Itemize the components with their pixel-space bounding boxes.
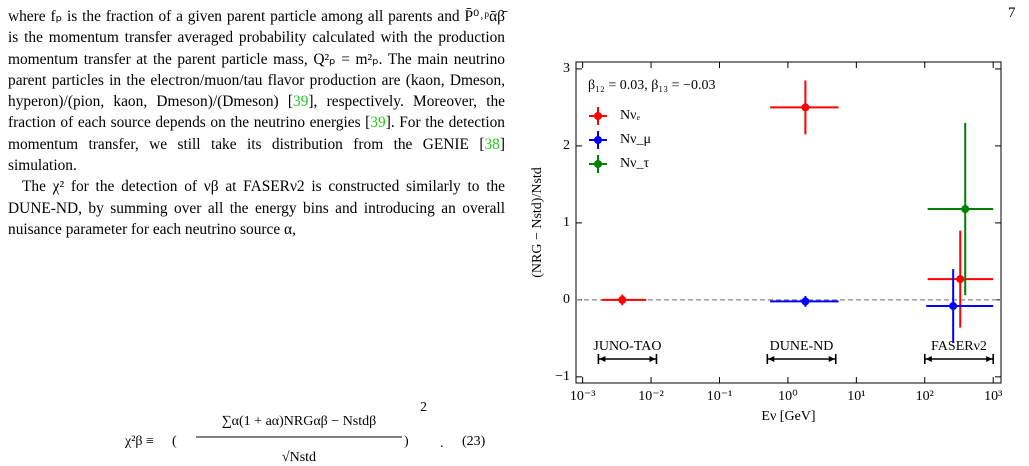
- legend-marker: [594, 112, 602, 120]
- y-tick-label: −1: [555, 369, 570, 384]
- paren: (: [172, 434, 177, 449]
- x-tick-label: 10⁻¹: [707, 389, 733, 404]
- x-tick-label: 10¹: [847, 389, 865, 404]
- annotation: β₁₂ = 0.03, β₁₃ = −0.03: [588, 78, 715, 93]
- marker: [618, 295, 627, 304]
- y-tick-label: 1: [563, 215, 570, 230]
- x-tick-label: 10⁻³: [570, 389, 596, 404]
- legend-label: Nνₑ: [620, 108, 640, 123]
- eq-power: 2: [420, 400, 427, 415]
- marker: [801, 103, 810, 112]
- region-label: DUNE-ND: [770, 339, 834, 354]
- eq-lhs: χ²β ≡: [124, 434, 154, 449]
- x-tick-label: 10⁻²: [638, 389, 664, 404]
- legend-marker: [594, 136, 602, 144]
- text-column: where fₚ is the fraction of a given pare…: [8, 6, 505, 240]
- legend-label: Nν_τ: [620, 156, 649, 171]
- page-number: 7: [1008, 5, 1016, 21]
- text-run: ]. For the detection momentum transfer, …: [8, 114, 505, 153]
- citation[interactable]: 38: [484, 135, 500, 153]
- marker: [801, 297, 810, 306]
- y-axis-label: (NRG − Nstd)/Nstd: [530, 167, 545, 278]
- text-run: ], respectively. Moreover, the fraction …: [8, 93, 505, 132]
- eq-end: .: [440, 436, 444, 451]
- legend-marker: [594, 160, 602, 168]
- x-axis-label: Eν [GeV]: [761, 409, 815, 424]
- arrow-head: [599, 356, 656, 362]
- x-tick-label: 10²: [916, 389, 934, 404]
- x-tick-label: 10³: [984, 389, 1002, 404]
- paragraph: where fₚ is the fraction of a given pare…: [8, 6, 505, 176]
- eq-number: (23): [462, 434, 486, 449]
- eq-denominator: √Nstd: [282, 450, 316, 465]
- region-label: JUNO-TAO: [593, 339, 661, 354]
- text-run: ] simulation.: [8, 135, 505, 175]
- text-run: where fₚ is the fraction of a given pare…: [8, 8, 505, 111]
- y-tick-label: 2: [563, 138, 570, 153]
- marker: [961, 205, 970, 214]
- citation[interactable]: 39: [293, 93, 309, 111]
- paragraph: The χ² for the detection of νβ at FASERν…: [8, 176, 505, 240]
- region-label: FASERν2: [931, 339, 987, 354]
- y-tick-label: 0: [563, 292, 570, 307]
- citation[interactable]: 39: [370, 114, 386, 132]
- y-tick-label: 3: [563, 61, 570, 76]
- marker: [956, 275, 965, 284]
- marker: [949, 302, 958, 311]
- paren: ): [404, 434, 409, 449]
- eq-numerator: ∑α(1 + aα)NRGαβ − Nstdβ: [222, 414, 377, 429]
- text-run: The χ² for the detection of νβ at FASERν…: [8, 178, 505, 238]
- legend-label: Nν_μ: [620, 132, 651, 147]
- equation: χ²β ≡ ( ∑α(1 + aα)NRGαβ − Nstdβ √Nstd ) …: [124, 400, 486, 465]
- chart: 10⁻³ 10⁻² 10⁻¹ 10⁰ 10¹ 10² 10³ −1 0 1 2 3 Eν [GeV] (N…: [530, 61, 1002, 424]
- x-tick-label: 10⁰: [778, 389, 798, 404]
